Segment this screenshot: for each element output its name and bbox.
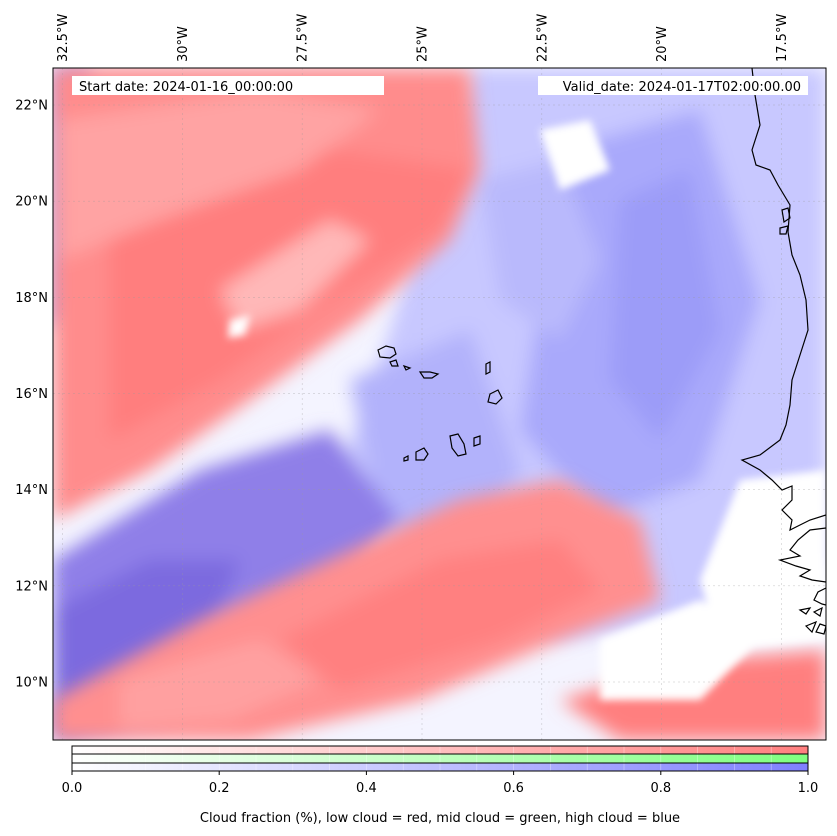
colorbar-segment-lines [108, 746, 772, 771]
colorbar-tick-label: 0.0 [62, 781, 83, 796]
longitude-label: 30°W [176, 26, 191, 62]
valid-date-box [538, 76, 808, 95]
cloud-field [53, 68, 826, 740]
longitude-label: 20°W [655, 26, 670, 62]
latitude-label: 20°N [15, 195, 48, 210]
colorbar-tick-label: 0.8 [650, 781, 671, 796]
longitude-label: 22.5°W [535, 14, 550, 62]
africa-coastline [740, 68, 826, 532]
start-date-label: Start date: 2024-01-16_00:00:00 [79, 80, 293, 95]
colorbar-label: Cloud fraction (%), low cloud = red, mid… [200, 811, 680, 826]
bissagos-islands [798, 606, 826, 635]
clear-sky-patches [228, 120, 826, 700]
longitude-label: 32.5°W [56, 14, 71, 62]
latitude-label: 16°N [15, 387, 48, 402]
longitude-label: 17.5°W [775, 14, 790, 62]
island-fogo [415, 447, 429, 461]
latitude-label: 18°N [15, 291, 48, 306]
map-frame [52, 67, 827, 741]
colorbar-tick-label: 0.4 [356, 781, 377, 796]
latitude-label: 14°N [15, 483, 48, 498]
colorbar: 0.0 0.2 0.4 0.6 0.8 1.0 Cloud fraction (%), l… [62, 745, 819, 826]
map-panel: Start date: 2024-01-16_00:00:00 Valid_da… [53, 68, 826, 740]
africa-coastline-guinea [813, 587, 826, 606]
island-maio [473, 435, 481, 447]
longitude-label: 25°W [416, 26, 431, 62]
latitude-label: 12°N [15, 579, 48, 594]
colorbar-tick-label: 0.2 [209, 781, 230, 796]
island-boa-vista [487, 389, 503, 405]
island-santiago [449, 433, 467, 457]
valid-date-label: Valid_date: 2024-01-17T02:00:00.00 [563, 80, 801, 95]
colorbar-tick-label: 0.6 [503, 781, 524, 796]
island-brava [403, 455, 409, 462]
island-sal [485, 361, 491, 375]
island-sao-vicente [389, 359, 399, 367]
island-santo-antao [377, 345, 397, 359]
gridlines [53, 68, 826, 740]
colorbar-tick-label: 1.0 [798, 781, 819, 796]
start-date-box [72, 76, 384, 95]
latitude-label: 10°N [15, 676, 48, 691]
longitude-labels: 32.5°W 30°W 27.5°W 25°W 22.5°W 20°W 17.5°W [56, 14, 790, 62]
latitude-label: 22°N [15, 99, 48, 114]
colorbar-frame [71, 745, 809, 772]
coast-islet-1 [781, 207, 791, 224]
longitude-label: 27.5°W [296, 14, 311, 62]
africa-coastline-south [777, 527, 826, 583]
colorbar-ticks: 0.0 0.2 0.4 0.6 0.8 1.0 [62, 771, 819, 796]
coastlines [377, 68, 826, 635]
latitude-labels: 22°N 20°N 18°N 16°N 14°N 12°N 10°N [15, 99, 48, 691]
coast-islet-2 [779, 225, 789, 235]
island-sao-nicolau [418, 371, 440, 379]
island-santa-luzia [402, 364, 412, 371]
